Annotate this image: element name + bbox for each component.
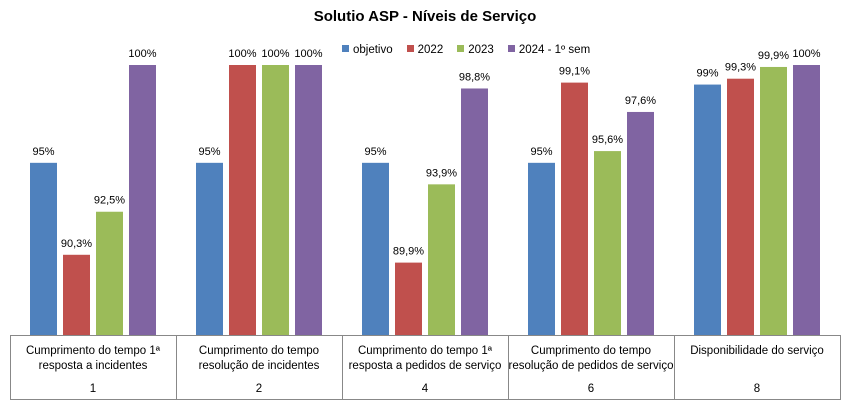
legend-item: 2022 <box>406 44 444 56</box>
data-label: 95% <box>364 146 386 158</box>
legend: objetivo 2022 2023 2024 - 1º sem <box>342 44 604 56</box>
category-number-4: 6 <box>587 383 595 395</box>
legend-item: 2024 - 1º sem <box>507 44 591 56</box>
data-label: 95% <box>198 146 220 158</box>
data-label: 100% <box>228 48 256 60</box>
bar-2023-1 <box>96 211 123 335</box>
bar-objetivo-4 <box>528 162 555 335</box>
category-label-3: Cumprimento do tempo 1ª resposta a pedido… <box>348 345 502 372</box>
legend-swatch <box>342 45 349 52</box>
bar-2024---1º-sem-4 <box>627 111 654 336</box>
bar-2023-4 <box>594 151 621 335</box>
data-label: 99,1% <box>559 66 590 78</box>
data-label: 100% <box>261 48 289 60</box>
data-label: 90,3% <box>61 238 92 250</box>
legend-label: 2022 <box>417 44 444 56</box>
category-number-3: 4 <box>421 383 429 395</box>
bar-2023-2 <box>262 65 289 335</box>
bar-objetivo-1 <box>30 162 57 335</box>
bar-2022-2 <box>229 65 256 335</box>
bar-2022-4 <box>561 82 588 335</box>
category-label-2: Cumprimento do tempo resolução de inciden… <box>198 345 320 372</box>
legend-swatch <box>406 45 414 52</box>
bar-2023-3 <box>428 184 455 335</box>
data-label: 92,5% <box>94 195 125 207</box>
bar-2024---1º-sem-5 <box>793 65 820 335</box>
bar-2022-5 <box>727 78 754 336</box>
data-label: 100% <box>294 48 322 60</box>
data-label: 93,9% <box>426 167 457 179</box>
category-label-4: Cumprimento do tempo resolução de pedidos… <box>508 345 674 372</box>
data-label: 98,8% <box>459 71 490 83</box>
legend-item: objetivo <box>342 44 393 56</box>
legend-swatch <box>507 45 515 52</box>
bar-objetivo-2 <box>196 162 223 335</box>
bar-2023-5 <box>760 66 787 336</box>
category-number-1: 1 <box>89 383 97 395</box>
data-label: 97,6% <box>625 95 656 107</box>
data-label: 89,9% <box>393 246 424 258</box>
data-label: 95% <box>32 146 54 158</box>
bar-objetivo-5 <box>694 84 721 335</box>
data-label: 95% <box>530 146 552 158</box>
bar-2024---1º-sem-3 <box>461 88 488 335</box>
category-label-5: Disponibilidade do serviço <box>690 345 824 357</box>
data-label: 95,6% <box>592 134 623 146</box>
chart-title: Solutio ASP - Níveis de Serviço <box>313 8 537 25</box>
category-label-1: Cumprimento do tempo 1ª resposta a incide… <box>25 345 160 372</box>
legend-label: 2024 - 1º sem <box>518 44 591 56</box>
bar-2022-1 <box>63 254 90 335</box>
legend-label: 2023 <box>468 44 494 56</box>
data-label: 99,3% <box>725 62 756 74</box>
bar-objetivo-3 <box>362 162 389 335</box>
category-number-2: 2 <box>255 383 263 395</box>
legend-swatch <box>457 45 465 52</box>
category-number-5: 8 <box>753 383 761 395</box>
data-label: 99,9% <box>758 50 789 62</box>
data-label: 99% <box>696 68 718 80</box>
data-label: 100% <box>792 48 820 60</box>
bar-2022-3 <box>395 262 422 335</box>
data-label: 100% <box>128 48 156 60</box>
bar-2024---1º-sem-1 <box>129 65 156 335</box>
bar-2024---1º-sem-2 <box>295 65 322 335</box>
legend-label: objetivo <box>353 44 393 56</box>
legend-item: 2023 <box>457 44 494 56</box>
